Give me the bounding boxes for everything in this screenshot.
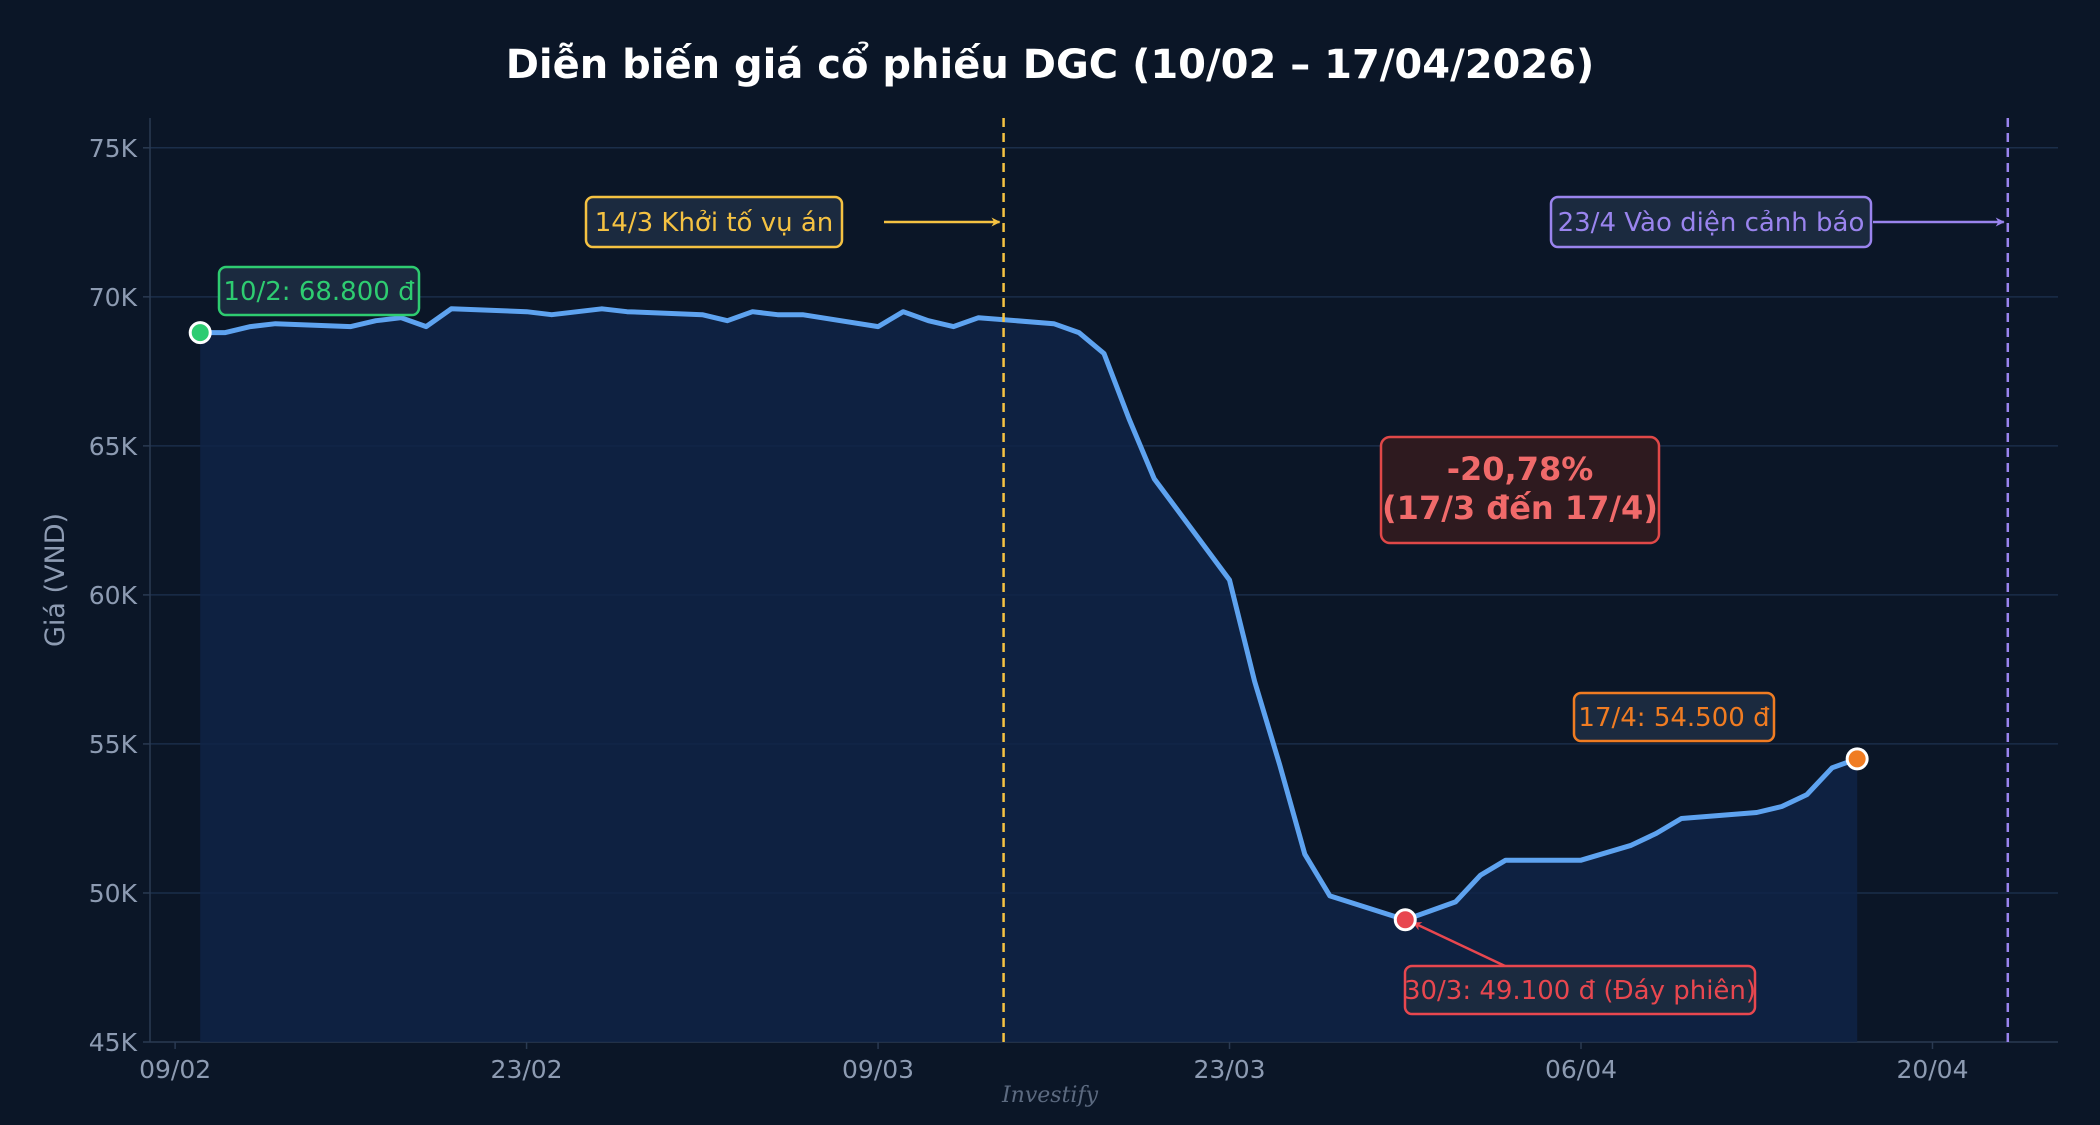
annotation-low-arrow xyxy=(1412,921,1506,968)
x-tick-label-23/03: 23/03 xyxy=(1194,1055,1266,1084)
event-label-2: 23/4 Vào diện cảnh báo xyxy=(1549,195,1873,249)
x-tick-label-20/04: 20/04 xyxy=(1896,1055,1968,1084)
y-tick-label-45K: 45K xyxy=(89,1028,138,1057)
y-tick-label-60K: 60K xyxy=(89,581,138,610)
key-points xyxy=(188,321,1869,932)
y-axis-label: Giá (VND) xyxy=(40,513,71,647)
event-label-1: 14/3 Khởi tố vụ án xyxy=(584,195,844,249)
event-label-1-text: 14/3 Khởi tố vụ án xyxy=(595,208,833,238)
chart-title: Diễn biến giá cổ phiếu DGC (10/02 – 17/0… xyxy=(506,40,1595,88)
end-point xyxy=(1845,747,1869,771)
summary-period: (17/3 đến 17/4) xyxy=(1382,489,1658,527)
price-area xyxy=(200,308,1858,1042)
annotation-start: 10/2: 68.800 đ xyxy=(217,265,421,317)
x-tick-label-23/02: 23/02 xyxy=(491,1055,563,1084)
annotation-low: 30/3: 49.100 đ (Đáy phiên) xyxy=(1403,964,1757,1016)
price-line xyxy=(197,306,1860,923)
annotation-start-text: 10/2: 68.800 đ xyxy=(223,277,415,307)
watermark: Investify xyxy=(1001,1083,1099,1108)
summary-percent: -20,78% xyxy=(1447,450,1594,488)
annotation-low-box xyxy=(1403,964,1757,1016)
event-label-2-box xyxy=(1549,195,1873,249)
start-point xyxy=(188,321,212,345)
y-tick-label-65K: 65K xyxy=(89,432,138,461)
low-point xyxy=(1393,908,1417,932)
annotation-low-text: 30/3: 49.100 đ (Đáy phiên) xyxy=(1404,976,1756,1006)
price-series xyxy=(197,306,1860,1042)
event-lines xyxy=(1002,118,2010,1042)
event-label-1-box xyxy=(584,195,844,249)
summary-box: -20,78%(17/3 đến 17/4) xyxy=(1379,435,1661,545)
annotation-end: 17/4: 54.500 đ xyxy=(1572,691,1776,743)
x-tick-label-09/02: 09/02 xyxy=(139,1055,211,1084)
x-tick-labels: 09/02 23/02 09/03 23/03 06/04 20/04 xyxy=(139,1055,1968,1084)
annotation-end-text: 17/4: 54.500 đ xyxy=(1578,703,1770,733)
summary-box-frame xyxy=(1379,435,1661,545)
event-label-2-text: 23/4 Vào diện cảnh báo xyxy=(1558,208,1865,238)
x-tick-label-09/03: 09/03 xyxy=(842,1055,914,1084)
y-tick-label-50K: 50K xyxy=(89,879,138,908)
y-tick-labels: 45K 50K 55K 60K 65K 70K 75K xyxy=(89,134,138,1057)
y-tick-label-75K: 75K xyxy=(89,134,138,163)
annotation-start-box xyxy=(217,265,421,317)
y-tick-label-55K: 55K xyxy=(89,730,138,759)
annotations: 14/3 Khởi tố vụ án 23/4 Vào diện cảnh báo… xyxy=(217,195,2005,1016)
x-tick-label-06/04: 06/04 xyxy=(1545,1055,1617,1084)
y-tick-label-70K: 70K xyxy=(89,283,138,312)
annotation-end-box xyxy=(1572,691,1776,743)
